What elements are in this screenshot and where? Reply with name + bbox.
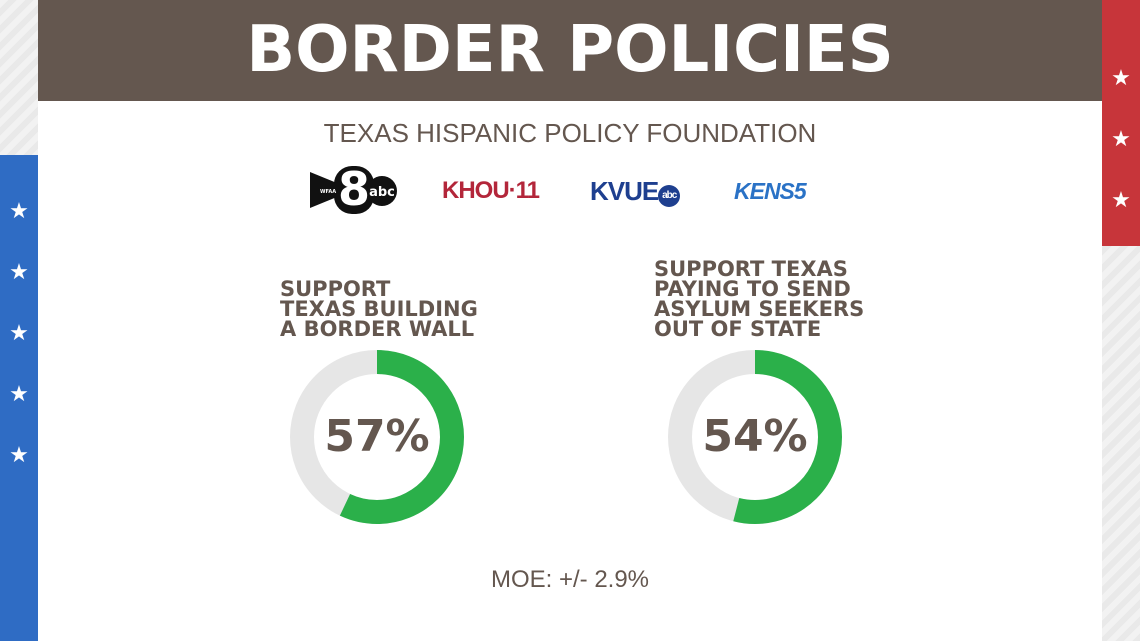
wfaa-number: 8 [338,166,370,214]
kvue-logo: KVUE abc [590,176,681,207]
title-bar: BORDER POLICIES [38,0,1102,101]
source-subtitle: TEXAS HISPANIC POLICY FOUNDATION [323,118,817,148]
kvue-name: KVUE [590,176,659,206]
wfaa-logo: 8 WFAA abc [310,166,397,214]
star-icon: ★ [1111,65,1131,90]
page-title: BORDER POLICIES [246,13,894,87]
kvue-network: abc [658,185,681,207]
donut-chart-1 [290,350,464,524]
donut-2-value-label: 54% [702,411,808,462]
main-panel: BORDER POLICIES TEXAS HISPANIC POLICY FO… [38,0,1102,641]
khou-logo: KHOU·11 [442,177,540,204]
donut-1-value-arc [290,350,464,524]
kens-logo: KENS5 [734,178,807,204]
star-icon: ★ [9,198,29,223]
wfaa-network: abc [369,185,395,200]
star-icon: ★ [9,320,29,345]
question-2-label: SUPPORT TEXAS PAYING TO SEND ASYLUM SEEK… [654,257,865,341]
donut-1-value-label: 57% [324,411,430,462]
donut-chart-2 [668,350,842,524]
star-icon: ★ [9,259,29,284]
star-icon: ★ [9,381,29,406]
star-icon: ★ [1111,126,1131,151]
margin-of-error: MOE: +/- 2.9% [490,566,650,593]
donut-2-value-arc [668,350,842,524]
star-icon: ★ [1111,187,1131,212]
wfaa-small-text: WFAA [320,189,336,195]
flag-right-red: ★ ★ ★ [1102,0,1140,246]
question-1-label: SUPPORT TEXAS BUILDING A BORDER WALL [280,277,478,341]
star-icon: ★ [9,442,29,467]
flag-left-blue: ★ ★ ★ ★ ★ [0,155,38,641]
